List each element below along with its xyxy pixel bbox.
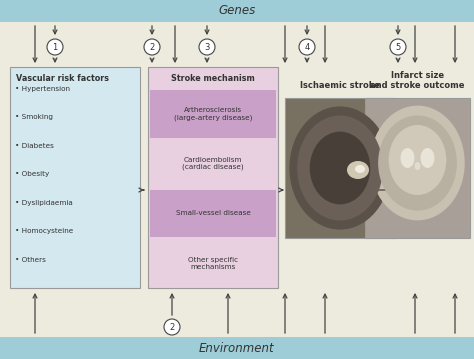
Ellipse shape bbox=[310, 132, 370, 204]
Ellipse shape bbox=[355, 165, 365, 173]
Ellipse shape bbox=[389, 125, 447, 195]
Ellipse shape bbox=[297, 116, 383, 220]
Ellipse shape bbox=[347, 161, 369, 179]
Text: • Dyslipidaemia: • Dyslipidaemia bbox=[15, 200, 73, 206]
Text: Other specific
mechanisms: Other specific mechanisms bbox=[188, 257, 238, 270]
FancyBboxPatch shape bbox=[150, 239, 276, 287]
FancyBboxPatch shape bbox=[148, 67, 278, 288]
Circle shape bbox=[164, 319, 180, 335]
Circle shape bbox=[144, 39, 160, 55]
Text: 4: 4 bbox=[304, 42, 310, 51]
Text: • Diabetes: • Diabetes bbox=[15, 143, 54, 149]
Text: 2: 2 bbox=[149, 42, 155, 51]
Ellipse shape bbox=[420, 148, 435, 168]
Text: Infarct size
and stroke outcome: Infarct size and stroke outcome bbox=[370, 71, 465, 90]
Bar bbox=[0, 22, 474, 337]
Text: Genes: Genes bbox=[219, 5, 255, 18]
Ellipse shape bbox=[401, 148, 414, 168]
Circle shape bbox=[299, 39, 315, 55]
Text: • Homocysteine: • Homocysteine bbox=[15, 228, 73, 234]
Circle shape bbox=[199, 39, 215, 55]
Text: • Hypertension: • Hypertension bbox=[15, 86, 70, 92]
Bar bbox=[365, 98, 470, 238]
Text: 2: 2 bbox=[169, 322, 174, 331]
Bar bbox=[0, 337, 474, 359]
Ellipse shape bbox=[370, 106, 465, 220]
Text: • Smoking: • Smoking bbox=[15, 115, 53, 120]
Bar bbox=[285, 98, 395, 238]
FancyBboxPatch shape bbox=[150, 190, 276, 237]
Text: Cardioembolism
(cardiac disease): Cardioembolism (cardiac disease) bbox=[182, 157, 244, 171]
Text: • Others: • Others bbox=[15, 257, 46, 262]
Bar bbox=[0, 0, 474, 22]
Text: 1: 1 bbox=[52, 42, 58, 51]
Text: Ischaemic stroke: Ischaemic stroke bbox=[300, 81, 380, 90]
Text: Small-vessel disease: Small-vessel disease bbox=[175, 210, 250, 216]
Text: Vascular risk factors: Vascular risk factors bbox=[16, 74, 109, 83]
FancyBboxPatch shape bbox=[150, 140, 276, 187]
FancyBboxPatch shape bbox=[10, 67, 140, 288]
Text: 3: 3 bbox=[204, 42, 210, 51]
Ellipse shape bbox=[414, 162, 420, 170]
Text: • Obesity: • Obesity bbox=[15, 171, 49, 177]
Circle shape bbox=[47, 39, 63, 55]
Text: Environment: Environment bbox=[199, 341, 275, 354]
Circle shape bbox=[390, 39, 406, 55]
Text: 5: 5 bbox=[395, 42, 401, 51]
Text: Stroke mechanism: Stroke mechanism bbox=[171, 74, 255, 83]
Ellipse shape bbox=[290, 106, 391, 230]
Text: Artherosclerosis
(large-artery disease): Artherosclerosis (large-artery disease) bbox=[174, 107, 252, 121]
FancyBboxPatch shape bbox=[150, 90, 276, 138]
Ellipse shape bbox=[378, 115, 457, 211]
